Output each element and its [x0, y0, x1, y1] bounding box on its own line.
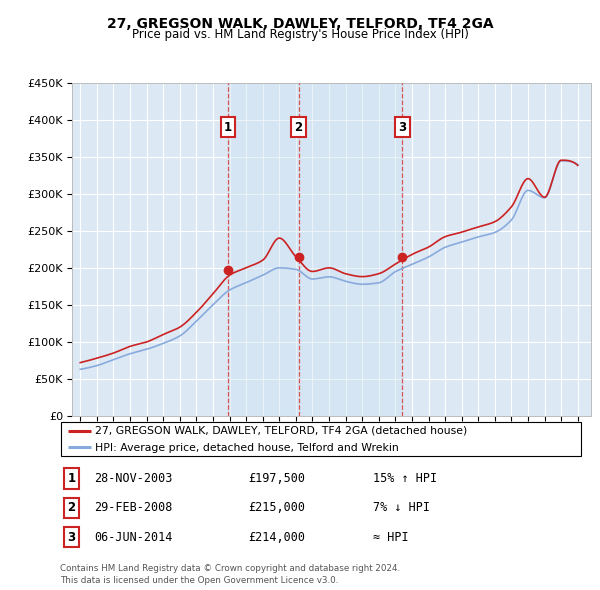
Text: 27, GREGSON WALK, DAWLEY, TELFORD, TF4 2GA: 27, GREGSON WALK, DAWLEY, TELFORD, TF4 2…	[107, 17, 493, 31]
Text: £214,000: £214,000	[248, 530, 305, 543]
Text: 3: 3	[67, 530, 76, 543]
Text: 7% ↓ HPI: 7% ↓ HPI	[373, 502, 430, 514]
Text: 1: 1	[224, 120, 232, 133]
Text: 2: 2	[67, 502, 76, 514]
Text: 1: 1	[67, 472, 76, 485]
Text: 3: 3	[398, 120, 407, 133]
Text: 27, GREGSON WALK, DAWLEY, TELFORD, TF4 2GA (detached house): 27, GREGSON WALK, DAWLEY, TELFORD, TF4 2…	[95, 426, 468, 436]
Text: 15% ↑ HPI: 15% ↑ HPI	[373, 472, 437, 485]
Text: 06-JUN-2014: 06-JUN-2014	[94, 530, 172, 543]
Bar	[228, 83, 403, 416]
FancyBboxPatch shape	[61, 422, 581, 456]
Text: Contains HM Land Registry data © Crown copyright and database right 2024.
This d: Contains HM Land Registry data © Crown c…	[60, 565, 400, 585]
Text: 2: 2	[295, 120, 303, 133]
Text: 28-NOV-2003: 28-NOV-2003	[94, 472, 172, 485]
Text: £197,500: £197,500	[248, 472, 305, 485]
Text: HPI: Average price, detached house, Telford and Wrekin: HPI: Average price, detached house, Telf…	[95, 442, 399, 453]
Text: ≈ HPI: ≈ HPI	[373, 530, 409, 543]
Text: £215,000: £215,000	[248, 502, 305, 514]
Text: Price paid vs. HM Land Registry's House Price Index (HPI): Price paid vs. HM Land Registry's House …	[131, 28, 469, 41]
Text: 29-FEB-2008: 29-FEB-2008	[94, 502, 172, 514]
